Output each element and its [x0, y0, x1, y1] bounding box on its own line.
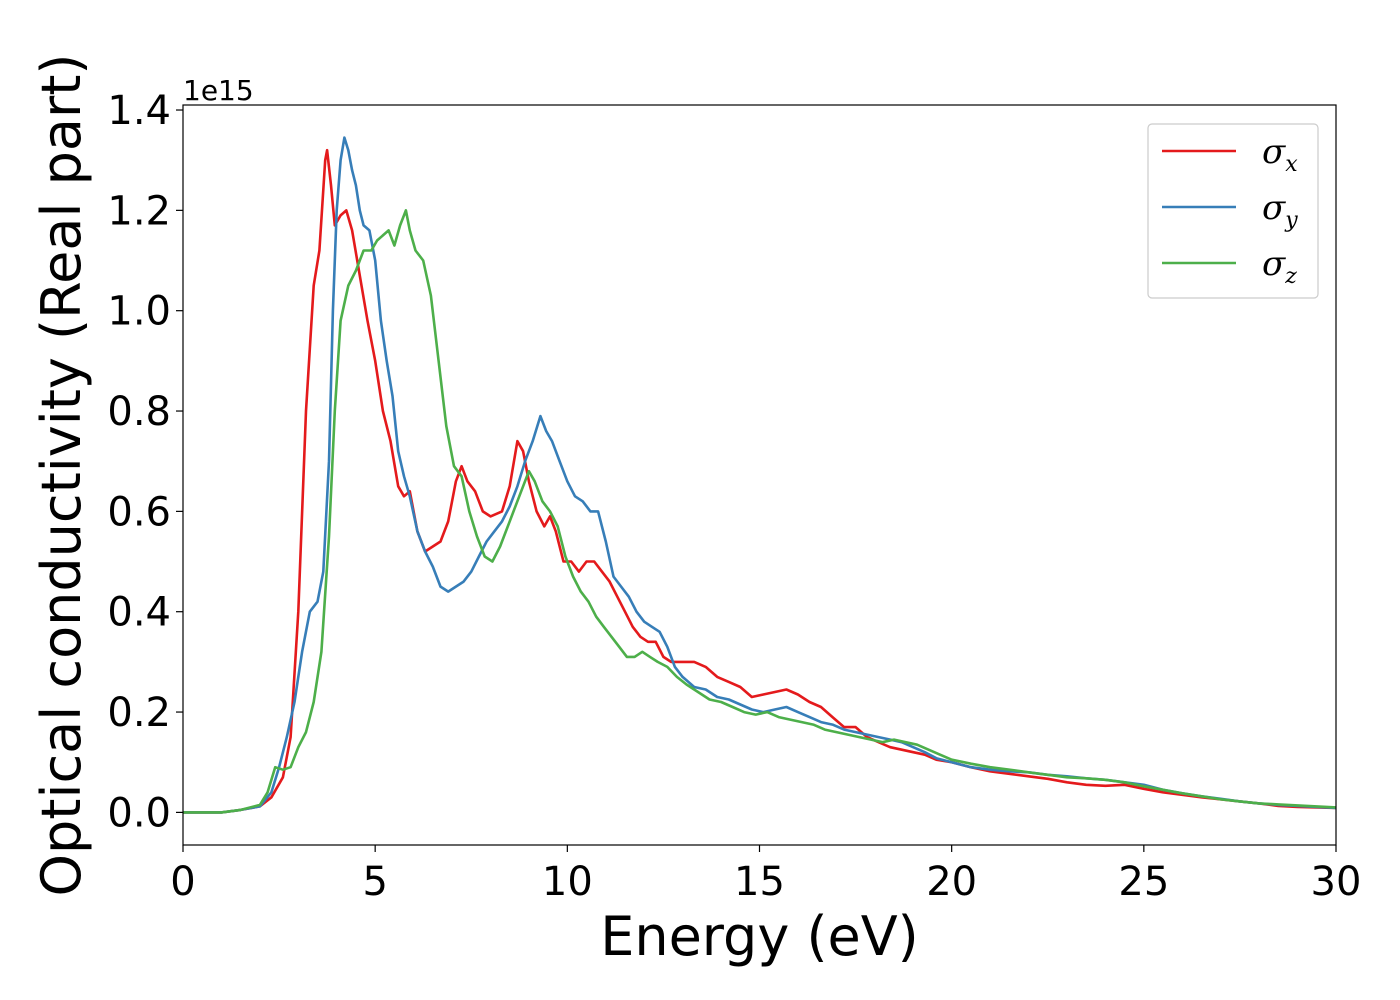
series-line-sigma-y — [183, 136, 1337, 814]
legend-frame — [1147, 123, 1319, 299]
y-axis-ticks: 0.0 0.2 0.4 0.6 0.8 1.0 1.2 1.4 — [107, 88, 183, 836]
y-tick-label: 1.4 — [107, 88, 171, 134]
y-tick-label: 0.6 — [107, 489, 171, 535]
x-tick-label: 5 — [362, 859, 387, 905]
legend-label-sigma-y: σy — [1262, 188, 1298, 233]
y-tick-label: 0.8 — [107, 389, 171, 435]
x-axis-ticks: 0 5 10 15 20 25 30 — [170, 845, 1361, 905]
x-tick-label: 25 — [1118, 859, 1169, 905]
y-tick-label: 0.2 — [107, 690, 171, 736]
x-tick-label: 0 — [170, 859, 195, 905]
y-tick-label: 0.0 — [107, 790, 171, 836]
x-tick-label: 15 — [734, 859, 785, 905]
y-axis-title: Optical conductivity (Real part) — [30, 54, 93, 897]
series-layer — [183, 136, 1337, 814]
x-axis-title: Energy (eV) — [600, 905, 919, 968]
x-tick-label: 20 — [926, 859, 977, 905]
y-tick-label: 0.4 — [107, 590, 171, 636]
y-tick-label: 1.0 — [107, 289, 171, 335]
plot-area — [183, 105, 1336, 845]
y-tick-label: 1.2 — [107, 188, 171, 234]
y-offset-label: 1e15 — [183, 74, 254, 107]
x-tick-label: 10 — [542, 859, 593, 905]
series-line-sigma-x — [183, 148, 1337, 814]
series-line-sigma-z — [183, 209, 1337, 814]
x-tick-label: 30 — [1311, 859, 1362, 905]
